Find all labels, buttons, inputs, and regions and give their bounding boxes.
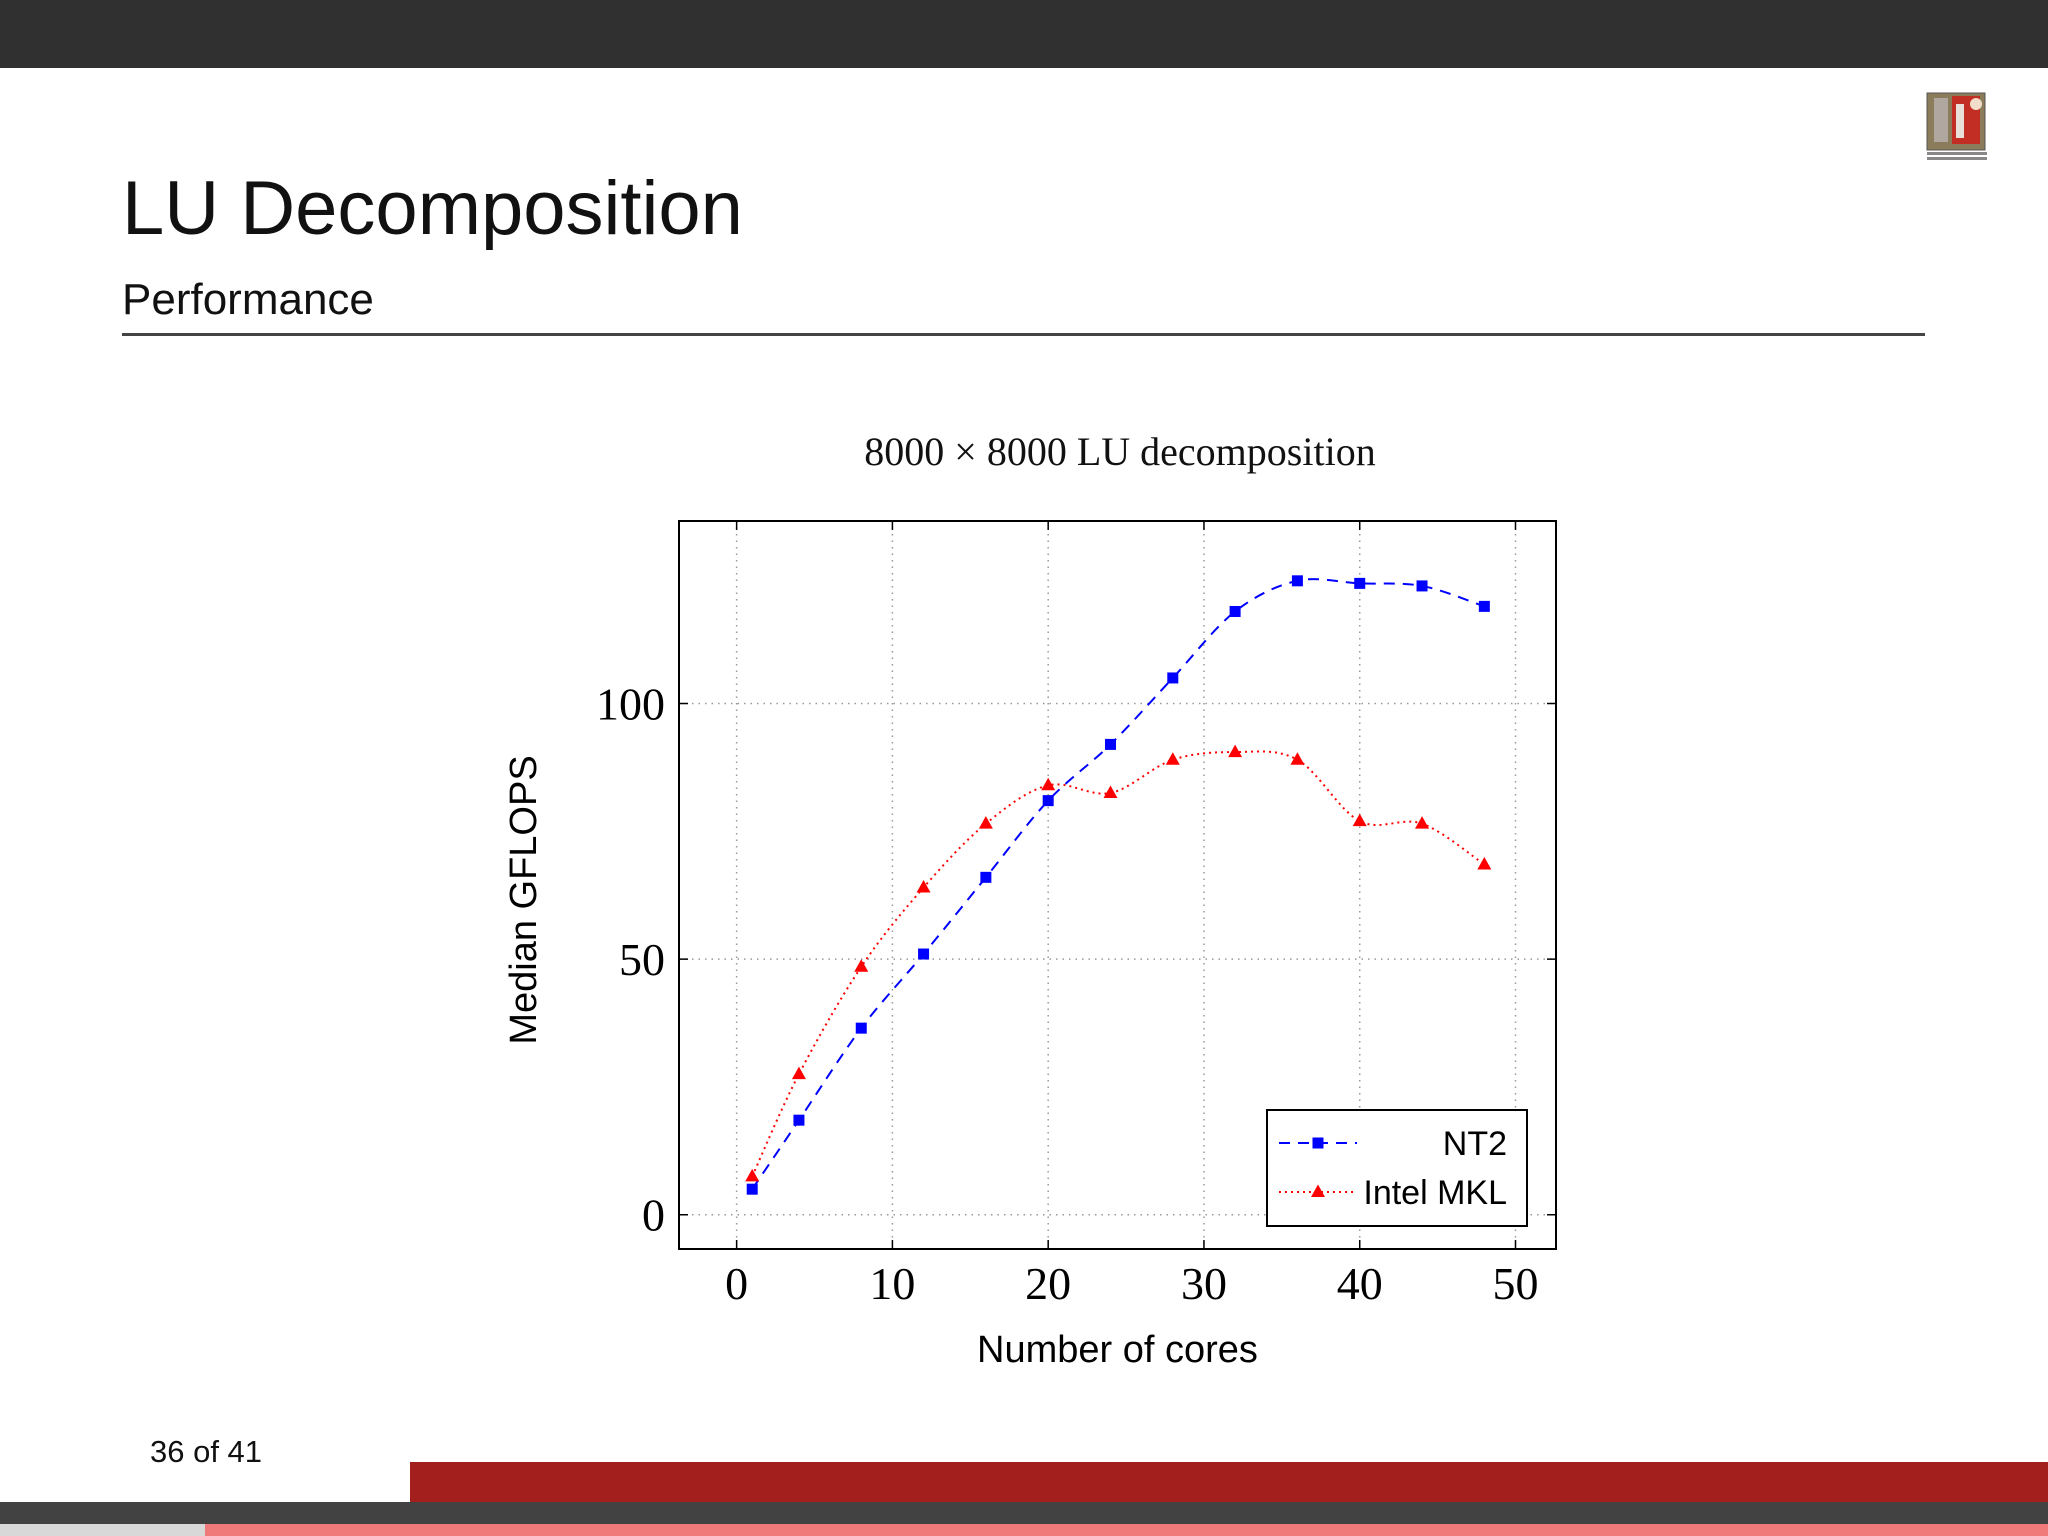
legend: NT2 Intel MKL <box>1266 1109 1528 1227</box>
data-point-intel-mkl <box>1041 777 1056 791</box>
data-point-intel-mkl <box>1228 744 1243 758</box>
data-point-nt2 <box>1291 575 1303 587</box>
slide-title: LU Decomposition <box>122 166 743 251</box>
data-point-nt2 <box>1354 577 1366 589</box>
top-bar <box>0 0 2048 68</box>
data-point-nt2 <box>1416 580 1428 592</box>
data-point-intel-mkl <box>1290 752 1305 765</box>
data-point-nt2 <box>1478 600 1490 612</box>
chart-title: 8000 × 8000 LU decomposition <box>864 429 1376 474</box>
footer-gray-band <box>0 1524 205 1536</box>
data-point-nt2 <box>1229 605 1241 617</box>
data-point-intel-mkl <box>916 880 931 893</box>
data-point-nt2 <box>1167 672 1179 684</box>
data-point-intel-mkl <box>1415 816 1430 829</box>
legend-label-nt2: NT2 <box>1443 1125 1507 1163</box>
y-tick-label: 50 <box>619 934 665 985</box>
x-tick-label: 0 <box>725 1258 748 1309</box>
data-point-intel-mkl <box>1477 857 1492 870</box>
x-tick-label: 20 <box>1025 1258 1071 1309</box>
data-point-intel-mkl <box>1352 813 1367 827</box>
y-tick-label: 0 <box>642 1190 665 1241</box>
data-point-nt2 <box>855 1022 867 1034</box>
legend-box <box>1266 1109 1528 1227</box>
x-axis-label: Number of cores <box>977 1329 1258 1371</box>
lri-logo <box>1926 92 1987 160</box>
footer-dark-band <box>0 1502 2048 1524</box>
title-divider <box>122 333 1925 336</box>
data-point-intel-mkl <box>1103 785 1118 798</box>
x-tick-label: 40 <box>1337 1258 1383 1309</box>
data-point-nt2 <box>918 948 930 960</box>
legend-label-intel-mkl: Intel MKL <box>1363 1174 1507 1212</box>
data-point-nt2 <box>1042 795 1054 807</box>
slide-subtitle: Performance <box>122 275 374 324</box>
data-point-intel-mkl <box>791 1066 806 1080</box>
data-point-nt2 <box>746 1183 758 1195</box>
data-point-intel-mkl <box>854 959 869 972</box>
series-line-nt2 <box>751 578 1485 1190</box>
page-number: 36 of 41 <box>150 1434 263 1469</box>
y-axis-label: Median GFLOPS <box>503 755 545 1044</box>
legend-marker-intel-mkl <box>1311 1184 1325 1197</box>
data-point-intel-mkl <box>1165 752 1180 765</box>
data-point-nt2 <box>980 871 992 883</box>
y-tick-label: 100 <box>596 679 665 730</box>
x-tick-label: 50 <box>1492 1258 1538 1309</box>
footer-red-band <box>410 1462 2048 1502</box>
plot-frame <box>678 520 1557 1250</box>
data-point-nt2 <box>1104 738 1116 750</box>
data-point-intel-mkl <box>745 1168 760 1182</box>
legend-marker-nt2 <box>1312 1137 1324 1149</box>
data-point-nt2 <box>793 1114 805 1126</box>
x-tick-label: 10 <box>869 1258 915 1309</box>
x-tick-label: 30 <box>1181 1258 1227 1309</box>
footer-pink-band <box>205 1524 2048 1536</box>
data-point-intel-mkl <box>978 816 993 829</box>
